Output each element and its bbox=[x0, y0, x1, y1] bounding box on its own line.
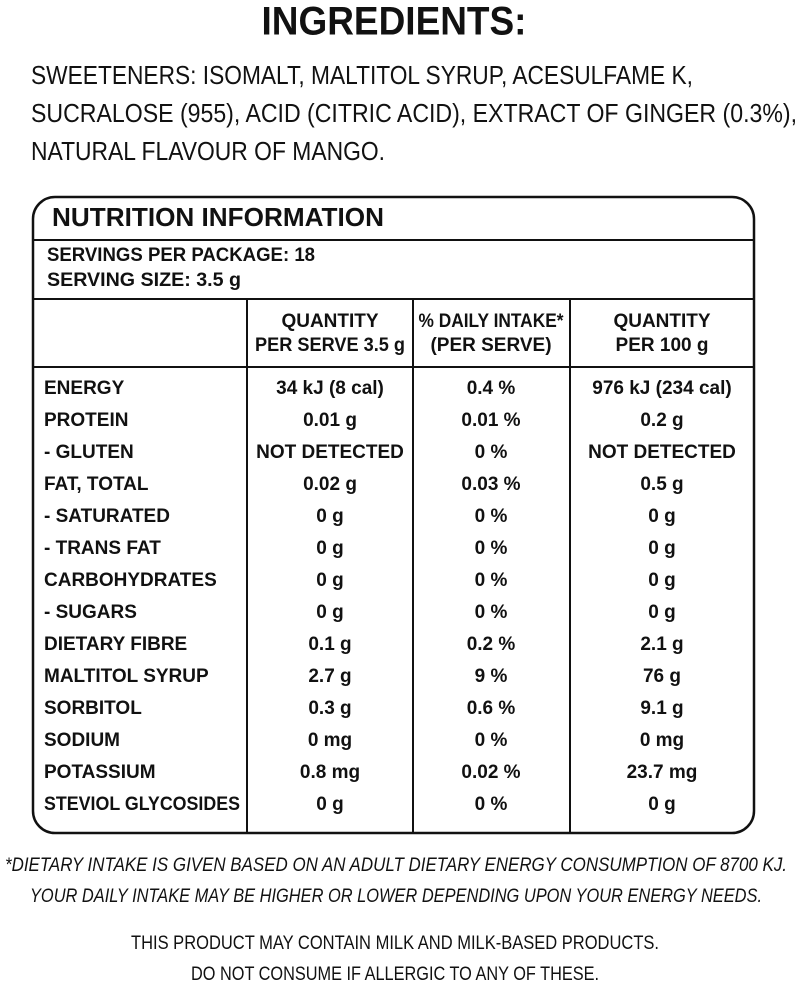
cell: 0 g bbox=[316, 538, 343, 559]
footnote: *DIETARY INTAKE IS GIVEN BASED ON AN ADU… bbox=[5, 855, 787, 876]
cell: 0 % bbox=[475, 794, 508, 815]
cell: 0 g bbox=[316, 570, 343, 591]
cell: 0.4 % bbox=[467, 378, 516, 399]
cell: 0.2 % bbox=[467, 634, 516, 655]
serving-info: SERVING SIZE: 3.5 g bbox=[47, 270, 241, 291]
cell: 0 mg bbox=[640, 730, 684, 751]
column-header: QUANTITY bbox=[281, 311, 378, 332]
column-header: QUANTITY bbox=[613, 311, 710, 332]
row-label: SORBITOL bbox=[44, 698, 142, 719]
cell: 0 mg bbox=[308, 730, 352, 751]
cell: 0 g bbox=[648, 794, 675, 815]
column-header: PER SERVE 3.5 g bbox=[255, 335, 405, 356]
nutrition-heading: NUTRITION INFORMATION bbox=[52, 202, 384, 232]
row-label: - TRANS FAT bbox=[44, 538, 161, 559]
cell: 0 % bbox=[475, 506, 508, 527]
ingredients-line: SWEETENERS: ISOMALT, MALTITOL SYRUP, ACE… bbox=[31, 60, 693, 90]
cell: 976 kJ (234 cal) bbox=[592, 378, 731, 399]
cell: NOT DETECTED bbox=[588, 442, 736, 463]
column-header: % DAILY INTAKE* bbox=[419, 311, 565, 332]
row-label: POTASSIUM bbox=[44, 762, 156, 783]
cell: 0.2 g bbox=[640, 410, 683, 431]
column-header: PER 100 g bbox=[616, 335, 709, 356]
cell: 0.01 g bbox=[303, 410, 357, 431]
cell: 0.02 % bbox=[461, 762, 520, 783]
cell: 76 g bbox=[643, 666, 681, 687]
cell: 2.1 g bbox=[640, 634, 683, 655]
nutrition-box bbox=[31, 195, 756, 835]
column-header: (PER SERVE) bbox=[430, 335, 551, 356]
row-label: - GLUTEN bbox=[44, 442, 134, 463]
allergy-note: THIS PRODUCT MAY CONTAIN MILK AND MILK-B… bbox=[131, 933, 659, 954]
cell: 0 g bbox=[316, 506, 343, 527]
cell: 2.7 g bbox=[308, 666, 351, 687]
cell: 0.3 g bbox=[308, 698, 351, 719]
cell: 0.6 % bbox=[467, 698, 516, 719]
cell: 0.8 mg bbox=[300, 762, 360, 783]
cell: NOT DETECTED bbox=[256, 442, 404, 463]
cell: 34 kJ (8 cal) bbox=[276, 378, 384, 399]
cell: 0 g bbox=[316, 602, 343, 623]
cell: 0.01 % bbox=[461, 410, 520, 431]
cell: 0 g bbox=[648, 602, 675, 623]
row-label: FAT, TOTAL bbox=[44, 474, 149, 495]
row-label: - SATURATED bbox=[44, 506, 170, 527]
serving-info: SERVINGS PER PACKAGE: 18 bbox=[47, 245, 315, 266]
footnote: YOUR DAILY INTAKE MAY BE HIGHER OR LOWER… bbox=[30, 886, 762, 907]
cell: 0 % bbox=[475, 730, 508, 751]
allergy-note: DO NOT CONSUME IF ALLERGIC TO ANY OF THE… bbox=[191, 964, 599, 985]
cell: 9 % bbox=[475, 666, 508, 687]
cell: 0 % bbox=[475, 442, 508, 463]
cell: 0.03 % bbox=[461, 474, 520, 495]
cell: 0 % bbox=[475, 570, 508, 591]
row-label: SODIUM bbox=[44, 730, 120, 751]
row-label: - SUGARS bbox=[44, 602, 137, 623]
cell: 0 % bbox=[475, 538, 508, 559]
cell: 0.02 g bbox=[303, 474, 357, 495]
row-label: ENERGY bbox=[44, 378, 125, 399]
cell: 0 g bbox=[316, 794, 343, 815]
cell: 23.7 mg bbox=[627, 762, 698, 783]
row-label: MALTITOL SYRUP bbox=[44, 666, 209, 687]
ingredients-line: SUCRALOSE (955), ACID (CITRIC ACID), EXT… bbox=[31, 98, 797, 128]
row-label: DIETARY FIBRE bbox=[44, 634, 187, 655]
cell: 0 % bbox=[475, 602, 508, 623]
cell: 0 g bbox=[648, 506, 675, 527]
cell: 0 g bbox=[648, 570, 675, 591]
title: INGREDIENTS: bbox=[262, 0, 527, 44]
row-label: PROTEIN bbox=[44, 410, 128, 431]
cell: 0.5 g bbox=[640, 474, 683, 495]
row-label: CARBOHYDRATES bbox=[44, 570, 217, 591]
cell: 0.1 g bbox=[308, 634, 351, 655]
cell: 0 g bbox=[648, 538, 675, 559]
ingredients-line: NATURAL FLAVOUR OF MANGO. bbox=[31, 136, 385, 166]
row-label: STEVIOL GLYCOSIDES bbox=[44, 794, 240, 815]
cell: 9.1 g bbox=[640, 698, 683, 719]
